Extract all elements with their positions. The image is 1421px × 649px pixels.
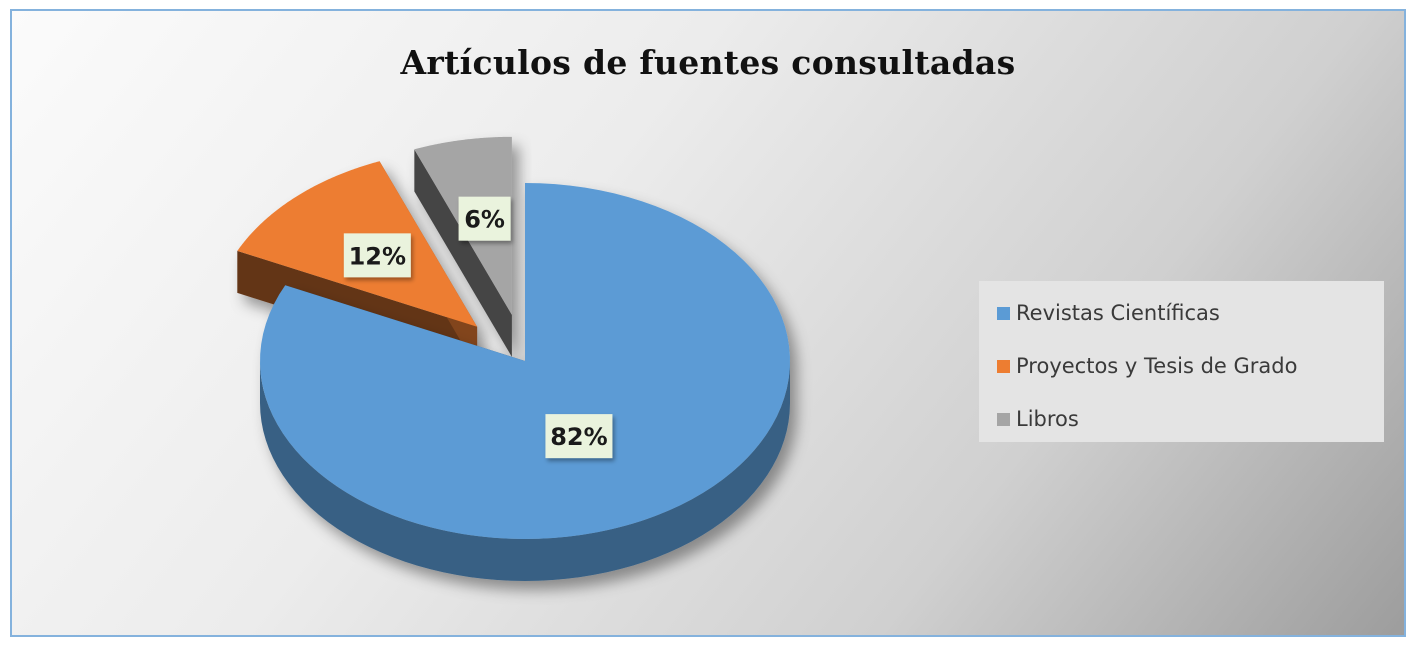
data-label-text-revistas: 82% bbox=[550, 423, 607, 451]
data-label-text-proyectos: 12% bbox=[349, 242, 406, 270]
legend-item-libros: Libros bbox=[997, 399, 1384, 439]
legend-label-libros: Libros bbox=[1016, 407, 1079, 431]
legend-swatch-revistas bbox=[997, 307, 1010, 320]
legend-swatch-libros bbox=[997, 413, 1010, 426]
chart-frame: Artículos de fuentes consultadas 82% 12% 6… bbox=[10, 9, 1406, 637]
data-label-revistas: 82% bbox=[545, 414, 612, 458]
data-label-libros: 6% bbox=[459, 197, 511, 241]
data-label-proyectos: 12% bbox=[344, 233, 411, 277]
legend-item-proyectos: Proyectos y Tesis de Grado bbox=[997, 346, 1384, 386]
legend-item-revistas: Revistas Científicas bbox=[997, 293, 1384, 333]
legend-swatch-proyectos bbox=[997, 360, 1010, 373]
data-label-text-libros: 6% bbox=[464, 206, 505, 234]
legend-label-revistas: Revistas Científicas bbox=[1016, 301, 1220, 325]
chart-legend: Revistas Científicas Proyectos y Tesis d… bbox=[979, 281, 1384, 442]
legend-label-proyectos: Proyectos y Tesis de Grado bbox=[1016, 354, 1297, 378]
